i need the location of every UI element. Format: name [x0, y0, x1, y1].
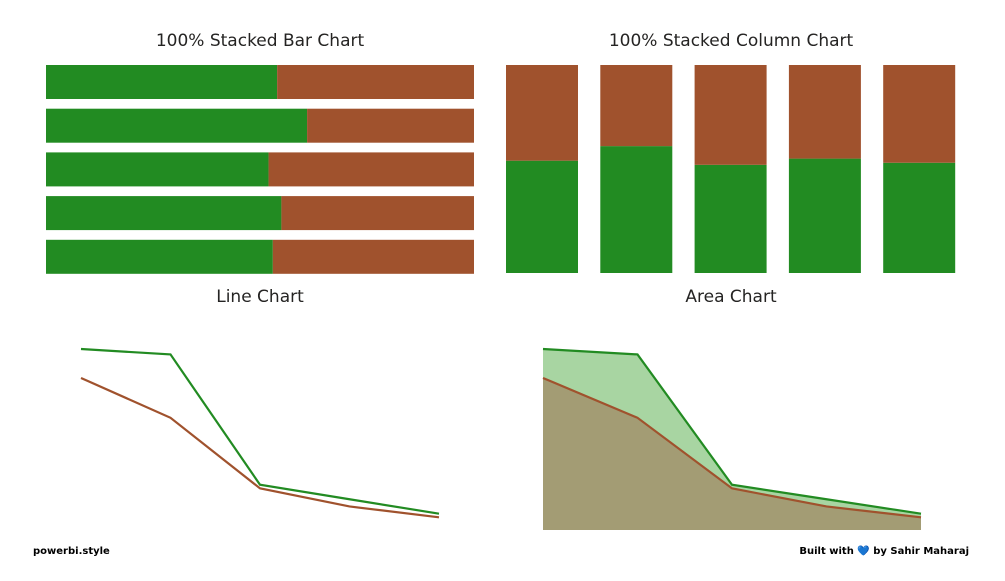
stacked-column-segment-2-series-1 [600, 146, 673, 273]
line-series-2 [80, 376, 440, 519]
stacked-bar-segment-3-series-2 [268, 152, 474, 187]
line-chart-title: Line Chart [216, 287, 304, 307]
stacked-bar-segment-2-series-1 [46, 108, 308, 143]
stacked-bar-segment-5-series-2 [272, 239, 474, 274]
stacked-bar-segment-4-series-1 [46, 196, 282, 231]
stacked-column-segment-1-series-1 [506, 160, 578, 273]
stacked-column-segment-5-series-1 [883, 162, 956, 273]
stacked-column-segment-2-series-2 [600, 65, 673, 147]
stacked-column-segment-4-series-1 [788, 158, 861, 273]
area-line-series-1 [542, 347, 922, 515]
area-line-series-2 [542, 376, 922, 519]
column-chart-title: 100% Stacked Column Chart [608, 31, 854, 51]
area-fill-series-2 [543, 377, 921, 530]
stacked-bar-segment-4-series-2 [281, 196, 474, 231]
bar-chart-title: 100% Stacked Bar Chart [155, 31, 365, 51]
stacked-column-segment-3-series-2 [694, 65, 767, 165]
stacked-bar-segment-2-series-2 [307, 108, 474, 143]
stacked-bar-segment-1-series-1 [46, 65, 278, 99]
footer-credit: Built with 💙 by Sahir Maharaj [799, 546, 969, 557]
footer-brand-text: powerbi.style [33, 546, 110, 557]
stacked-column-segment-1-series-2 [506, 65, 578, 161]
stacked-bar-segment-3-series-1 [46, 152, 269, 187]
stacked-column-segment-3-series-1 [694, 164, 767, 273]
stacked-column-segment-4-series-2 [788, 65, 861, 159]
footer-brand: powerbi.style [33, 546, 110, 557]
heart-icon: 💙 [857, 546, 870, 557]
area-chart-title: Area Chart [685, 287, 777, 307]
line-series-1 [80, 347, 440, 515]
footer-author: by Sahir Maharaj [873, 546, 969, 557]
stacked-column-segment-5-series-2 [883, 65, 956, 163]
stacked-bar-segment-5-series-1 [46, 239, 273, 274]
stacked-bar-segment-1-series-2 [277, 65, 474, 99]
footer-built-with: Built with [799, 546, 854, 557]
